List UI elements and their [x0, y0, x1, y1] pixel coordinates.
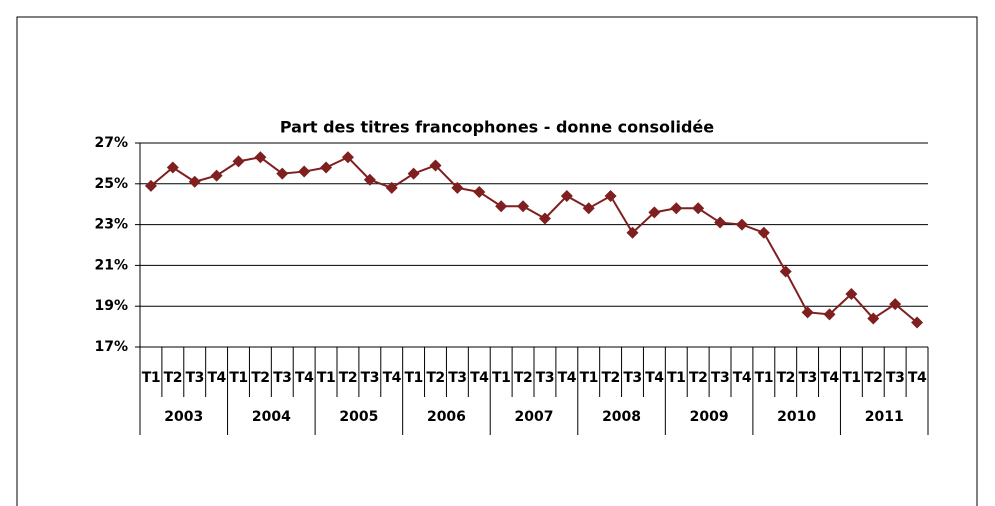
data-point [845, 287, 858, 300]
data-point [582, 202, 595, 215]
data-point [320, 161, 333, 174]
data-point [735, 218, 748, 231]
data-point [538, 212, 551, 225]
x-tick-label: T4 [820, 370, 839, 386]
data-line [150, 156, 918, 324]
data-point [298, 165, 311, 178]
x-tick-label: T1 [317, 370, 335, 386]
x-tick-label: T2 [251, 370, 269, 386]
x-group-label: 2006 [427, 409, 466, 425]
data-point [473, 185, 486, 198]
y-tick-label: 21% [94, 257, 128, 273]
data-point [648, 206, 661, 219]
x-tick-label: T2 [864, 370, 882, 386]
x-group-label: 2007 [515, 409, 554, 425]
chart-title: Part des titres francophones - donne con… [280, 118, 714, 137]
data-point [779, 265, 792, 278]
x-tick-label: T2 [164, 370, 182, 386]
data-point [254, 151, 267, 164]
data-point [429, 159, 442, 172]
x-group-label: 2009 [690, 409, 729, 425]
data-point [801, 306, 814, 319]
data-point [670, 202, 683, 215]
x-tick-label: T2 [426, 370, 444, 386]
x-group-label: 2005 [339, 409, 378, 425]
x-tick-label: T1 [755, 370, 773, 386]
x-tick-label: T4 [733, 370, 752, 386]
x-tick-label: T1 [667, 370, 685, 386]
x-tick-label: T4 [645, 370, 664, 386]
data-point [714, 216, 727, 229]
y-tick-label: 25% [94, 176, 128, 192]
x-tick-label: T1 [580, 370, 598, 386]
x-tick-label: T3 [798, 370, 816, 386]
data-point [232, 155, 245, 168]
x-group-label: 2004 [252, 409, 291, 425]
data-point [604, 190, 617, 203]
x-tick-label: T3 [886, 370, 904, 386]
y-tick-label: 27% [94, 135, 128, 151]
x-tick-label: T3 [623, 370, 641, 386]
x-tick-label: T2 [777, 370, 795, 386]
x-tick-label: T3 [273, 370, 291, 386]
x-tick-label: T1 [229, 370, 247, 386]
x-tick-label: T4 [470, 370, 489, 386]
x-tick-label: T4 [558, 370, 577, 386]
x-tick-label: T2 [339, 370, 357, 386]
data-point [889, 298, 902, 311]
data-point [341, 151, 354, 164]
x-tick-label: T3 [536, 370, 554, 386]
y-tick-label: 17% [94, 339, 128, 355]
x-tick-label: T3 [448, 370, 466, 386]
data-point [166, 161, 179, 174]
x-tick-label: T2 [601, 370, 619, 386]
x-tick-label: T3 [186, 370, 204, 386]
x-tick-label: T2 [689, 370, 707, 386]
chart-frame [16, 16, 978, 506]
x-tick-label: T3 [361, 370, 379, 386]
data-point [188, 175, 201, 188]
x-tick-label: T4 [908, 370, 927, 386]
y-tick-label: 19% [94, 298, 128, 314]
data-point [911, 316, 924, 329]
data-point [144, 179, 157, 192]
data-point [692, 202, 705, 215]
x-tick-label: T4 [383, 370, 402, 386]
data-point [757, 226, 770, 239]
x-tick-label: T1 [492, 370, 510, 386]
x-tick-label: T1 [404, 370, 422, 386]
x-tick-label: T4 [295, 370, 314, 386]
data-point [560, 190, 573, 203]
data-point [276, 167, 289, 180]
data-point [385, 181, 398, 194]
x-tick-label: T1 [842, 370, 860, 386]
data-point [210, 169, 223, 182]
data-point [867, 312, 880, 325]
data-point [626, 226, 639, 239]
data-point [407, 167, 420, 180]
data-point [823, 308, 836, 321]
data-point [517, 200, 530, 213]
x-group-label: 2011 [865, 409, 904, 425]
x-tick-label: T2 [514, 370, 532, 386]
y-tick-label: 23% [94, 217, 128, 233]
x-group-label: 2003 [164, 409, 203, 425]
x-tick-label: T1 [142, 370, 160, 386]
x-group-label: 2010 [777, 409, 816, 425]
data-point [363, 173, 376, 186]
x-tick-label: T4 [207, 370, 226, 386]
x-group-label: 2008 [602, 409, 641, 425]
data-point [451, 181, 464, 194]
data-point [495, 200, 508, 213]
x-tick-label: T3 [711, 370, 729, 386]
